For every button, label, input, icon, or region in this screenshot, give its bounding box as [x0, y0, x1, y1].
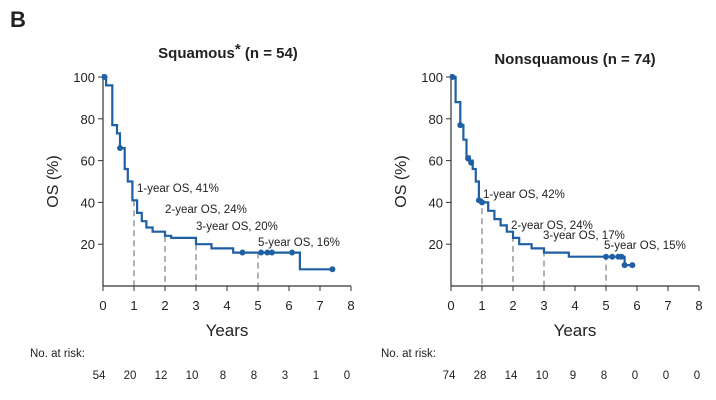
- chart-title: Squamous* (n = 54): [158, 41, 298, 62]
- censor-mark: [101, 74, 108, 80]
- at-risk-count: 14: [505, 370, 518, 382]
- x-tick-label: 1: [130, 298, 137, 313]
- x-tick-label: 8: [695, 298, 702, 313]
- x-tick-label: 6: [285, 298, 292, 313]
- x-tick-label: 2: [509, 298, 516, 313]
- chart-title-n: (n = 74): [599, 51, 656, 68]
- censor-mark: [239, 249, 246, 256]
- at-risk-count: 74: [443, 370, 456, 382]
- milestone-label: 1-year OS, 42%: [483, 189, 565, 201]
- milestone-label: 3-year OS, 17%: [543, 230, 625, 242]
- censor-mark: [264, 249, 271, 256]
- at-risk-count: 10: [536, 370, 549, 382]
- survival-curve: [103, 75, 333, 271]
- milestone-label: 5-year OS, 15%: [604, 240, 686, 252]
- x-tick-label: 3: [192, 298, 199, 313]
- chart-title-n: (n = 54): [241, 45, 298, 62]
- x-tick-label: 1: [478, 298, 485, 313]
- milestone-label: 5-year OS, 16%: [258, 237, 340, 249]
- censor-mark: [609, 253, 616, 260]
- x-axis-label: Years: [554, 321, 597, 340]
- chart-title-name: Squamous: [158, 45, 235, 62]
- censor-mark: [268, 249, 275, 256]
- y-tick-label: 40: [429, 195, 443, 210]
- censor-mark: [258, 249, 265, 256]
- at-risk-count: 8: [251, 370, 257, 382]
- censor-mark: [449, 74, 456, 80]
- censor-mark: [117, 145, 124, 152]
- at-risk-title: No. at risk:: [381, 348, 436, 360]
- y-tick-label: 20: [81, 237, 95, 252]
- at-risk-count: 9: [570, 370, 576, 382]
- panel-label: B: [10, 7, 26, 32]
- milestone-label: 3-year OS, 20%: [196, 221, 278, 233]
- x-tick-label: 6: [633, 298, 640, 313]
- at-risk-count: 10: [186, 370, 199, 382]
- censor-mark: [465, 155, 472, 162]
- at-risk-count: 8: [601, 370, 607, 382]
- censor-mark: [603, 253, 609, 260]
- x-tick-label: 4: [223, 298, 230, 313]
- censor-mark: [289, 249, 296, 256]
- y-tick-label: 100: [73, 70, 95, 85]
- censor-mark: [618, 253, 625, 260]
- y-axis-label: OS (%): [45, 155, 62, 207]
- y-tick-label: 60: [429, 154, 443, 169]
- x-tick-label: 5: [254, 298, 261, 313]
- at-risk-count: 0: [694, 370, 700, 382]
- x-tick-label: 2: [161, 298, 168, 313]
- censor-mark: [479, 199, 485, 206]
- x-tick-label: 8: [347, 298, 354, 313]
- at-risk-count: 0: [663, 370, 669, 382]
- y-tick-label: 40: [81, 195, 95, 210]
- chart-title: Nonsquamous (n = 74): [494, 51, 655, 68]
- x-tick-label: 7: [316, 298, 323, 313]
- milestone-label: 1-year OS, 41%: [137, 183, 219, 195]
- x-tick-label: 3: [540, 298, 547, 313]
- x-tick-label: 0: [447, 298, 454, 313]
- milestone-label: 2-year OS, 24%: [511, 220, 593, 232]
- milestone-label: 2-year OS, 24%: [165, 204, 247, 216]
- censor-mark: [457, 122, 464, 129]
- y-tick-label: 80: [429, 112, 443, 127]
- y-tick-label: 80: [81, 112, 95, 127]
- chart-title-asterisk: *: [235, 41, 241, 58]
- censor-mark: [468, 159, 475, 166]
- censor-mark: [329, 266, 336, 273]
- survival-curve: [451, 75, 633, 267]
- at-risk-count: 0: [632, 370, 638, 382]
- x-tick-label: 0: [99, 298, 106, 313]
- at-risk-count: 28: [474, 370, 487, 382]
- y-tick-label: 100: [421, 70, 443, 85]
- at-risk-count: 20: [124, 370, 137, 382]
- x-tick-label: 7: [664, 298, 671, 313]
- at-risk-count: 8: [220, 370, 226, 382]
- y-axis-label: OS (%): [393, 155, 410, 207]
- censor-mark: [621, 262, 628, 269]
- at-risk-count: 0: [344, 370, 350, 382]
- x-tick-label: 5: [602, 298, 609, 313]
- x-axis-label: Years: [206, 321, 249, 340]
- at-risk-title: No. at risk:: [30, 348, 85, 360]
- at-risk-count: 54: [93, 370, 106, 382]
- at-risk-count: 12: [155, 370, 168, 382]
- y-tick-label: 60: [81, 154, 95, 169]
- chart-title-name: Nonsquamous: [494, 51, 598, 68]
- censor-mark: [629, 262, 636, 269]
- x-tick-label: 4: [571, 298, 578, 313]
- y-tick-label: 20: [429, 237, 443, 252]
- at-risk-count: 3: [282, 370, 288, 382]
- at-risk-count: 1: [313, 370, 319, 382]
